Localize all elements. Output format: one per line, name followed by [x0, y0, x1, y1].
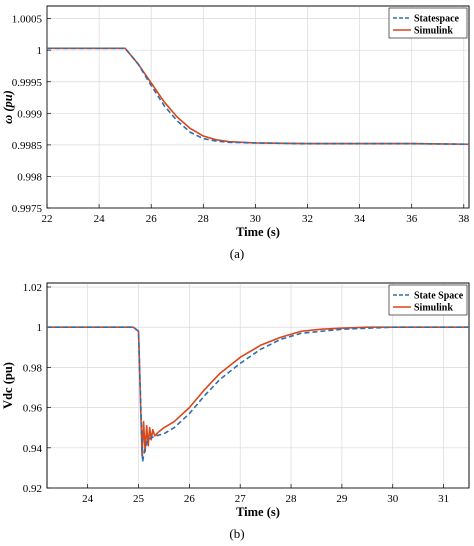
plot-area-a [46, 5, 470, 209]
gridlines-a [46, 5, 470, 209]
y-tick-label: 0.9995 [12, 77, 43, 89]
series-line-solid [47, 326, 469, 457]
y-tick-label: 0.96 [23, 403, 43, 415]
y-tick-label: 1.02 [23, 282, 42, 294]
x-tick-label: 26 [146, 213, 158, 225]
caption-b: (b) [229, 526, 244, 541]
y-tick-label: 0.9975 [12, 203, 43, 215]
y-axis-label-a: ω (pu) [1, 90, 15, 124]
chart-a: 22 24 26 28 30 32 34 36 38 0.9975 0.998 0.9985 0.999… [1, 5, 470, 261]
x-tick-label: 31 [438, 493, 449, 505]
x-tick-label: 36 [406, 213, 418, 225]
y-axis-label-b: Vdc (pu) [1, 362, 15, 409]
legend-entry: State Space [414, 291, 464, 302]
plot-area-b [46, 282, 470, 489]
legend-entry: Simulink [414, 26, 453, 37]
x-axis-label-b: Time (s) [236, 505, 280, 519]
plot-border [46, 282, 470, 489]
y-tick-label: 1.0005 [12, 14, 43, 26]
caption-a: (a) [230, 246, 244, 261]
gridlines-b [46, 282, 470, 489]
x-tick-label: 34 [354, 213, 366, 225]
x-tick-label: 24 [82, 493, 94, 505]
tick-labels-b: 24 25 26 27 28 29 30 31 0.92 0.94 0.96 0.98 1 1.02 [23, 282, 449, 505]
y-tick-label: 1 [37, 45, 43, 57]
legend-entry: Statespace [414, 14, 460, 25]
x-tick-label: 26 [184, 493, 196, 505]
series-line-dashed [47, 47, 470, 146]
legend-box [388, 284, 468, 316]
x-tick-label: 28 [286, 493, 298, 505]
tick-labels-a: 22 24 26 28 30 32 34 36 38 0.9975 0.998 0.9985 0.999… [12, 14, 470, 225]
plot-border [46, 5, 470, 209]
chart-b: 24 25 26 27 28 29 30 31 0.92 0.94 0.96 0.98 1 1.02 St… [1, 282, 470, 541]
series-group-a [47, 47, 470, 146]
x-tick-label: 32 [302, 213, 313, 225]
y-tick-label: 0.92 [23, 483, 42, 495]
x-tick-label: 29 [336, 493, 348, 505]
y-tick-label: 0.98 [23, 362, 43, 374]
x-tick-label: 30 [387, 493, 399, 505]
y-tick-label: 0.94 [23, 443, 43, 455]
x-tick-label: 30 [250, 213, 262, 225]
x-tick-label: 24 [94, 213, 106, 225]
x-axis-label-a: Time (s) [236, 225, 280, 239]
y-tick-label: 1 [37, 322, 43, 334]
legend-box [388, 7, 468, 39]
y-tick-label: 0.9985 [12, 140, 43, 152]
x-tick-label: 22 [42, 213, 53, 225]
series-group-b [47, 326, 469, 463]
x-tick-label: 28 [198, 213, 210, 225]
x-tick-label: 38 [458, 213, 470, 225]
y-tick-label: 0.998 [17, 171, 42, 183]
x-tick-label: 27 [235, 493, 247, 505]
legend-entry: Simulink [414, 303, 453, 314]
series-line-dashed [47, 326, 469, 463]
x-tick-label: 25 [133, 493, 145, 505]
y-tick-label: 0.999 [17, 108, 42, 120]
